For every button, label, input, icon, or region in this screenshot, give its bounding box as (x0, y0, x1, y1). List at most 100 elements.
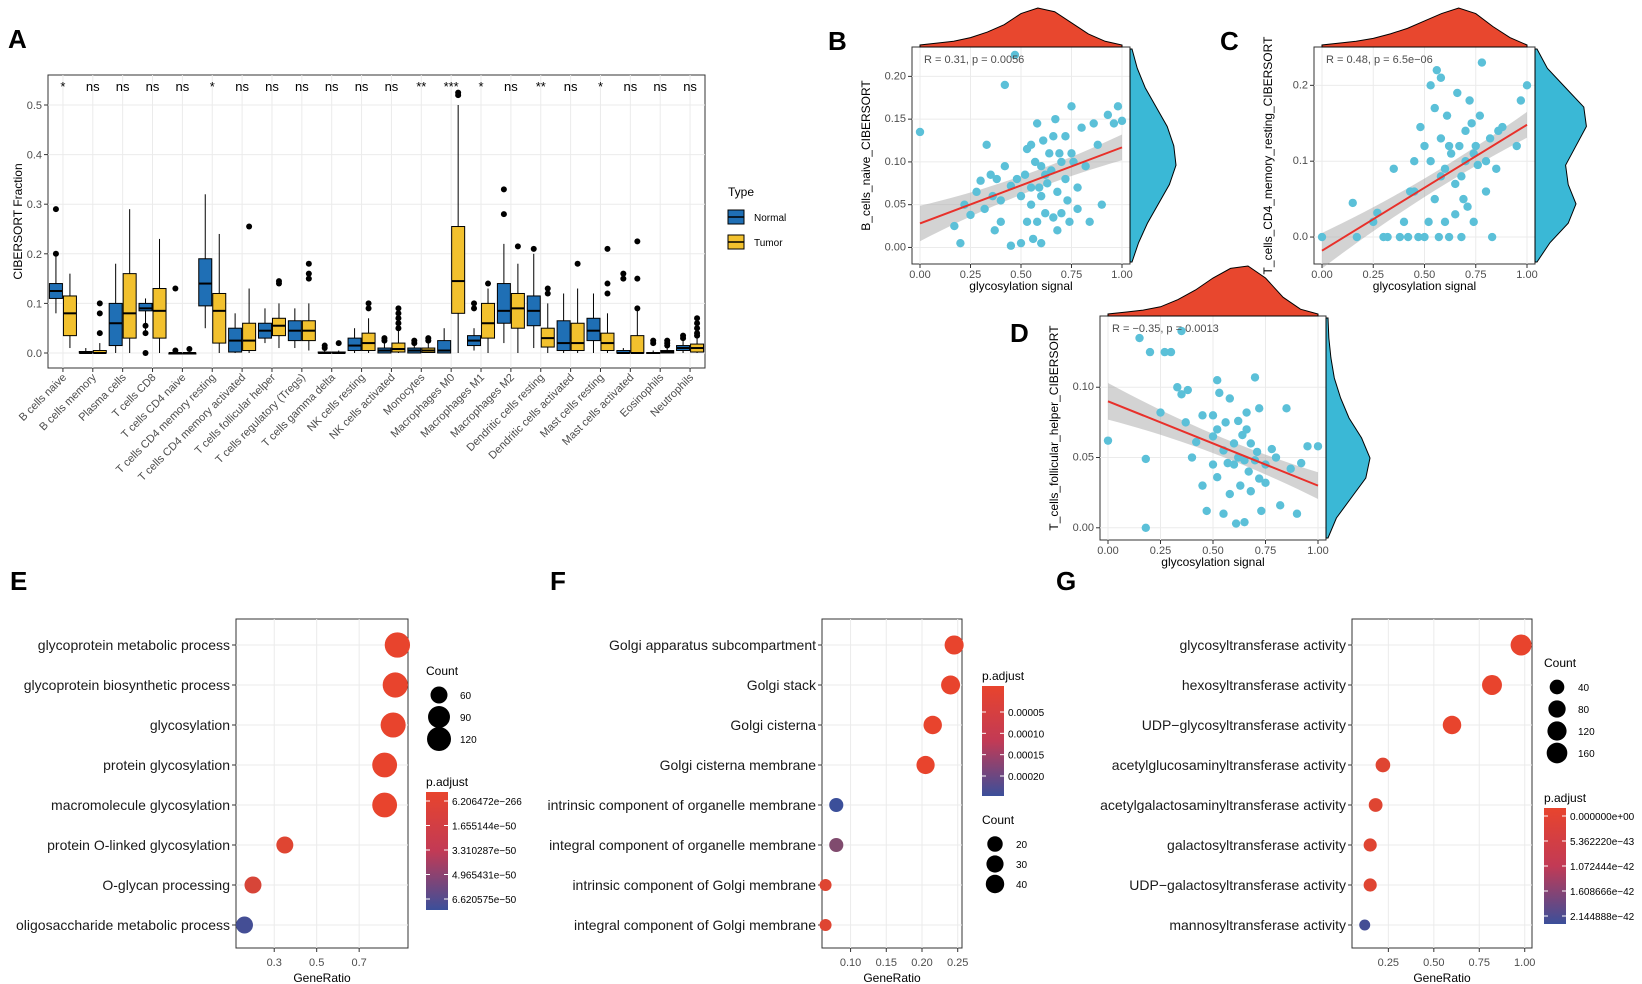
density-right (1326, 318, 1370, 538)
scatter-point (1451, 180, 1459, 188)
y-tick-label: 0.20 (885, 70, 906, 82)
box-tumor-outlier (395, 325, 401, 331)
panel-a-boxplot: 0.00.10.20.30.40.5CIBERSORT Fraction*B c… (11, 75, 786, 484)
scatter-point (1033, 119, 1041, 127)
panel-c-scatter: R = 0.48, p = 6.5e−06 0.00 0.25 0.50 0.75 1.0… (1261, 8, 1586, 293)
x-axis-title: GeneRatio (293, 971, 351, 984)
scatter-point (1077, 124, 1085, 132)
box-tumor-outlier (246, 224, 252, 230)
term-label: protein glycosylation (103, 757, 230, 773)
scatter-point (1424, 218, 1432, 226)
term-label: integral component of Golgi membrane (574, 917, 816, 933)
box-normal-outlier (143, 323, 149, 329)
scatter-point (1043, 179, 1051, 187)
box-tumor-outlier (306, 261, 312, 267)
y-tick-label: 0.2 (27, 249, 42, 261)
scatter-point (1251, 373, 1259, 381)
enrichment-dot (1364, 838, 1377, 851)
legend-count-label: 30 (1016, 860, 1028, 871)
scatter-point (1198, 481, 1206, 489)
legend-colorbar (426, 792, 448, 910)
legend-count-label: 90 (460, 713, 472, 724)
scatter-point (1396, 233, 1404, 241)
scatter-point (1219, 510, 1227, 518)
x-tick-label: 0.25 (947, 957, 968, 969)
enrichment-dot (372, 753, 397, 778)
box-tumor-outlier (485, 281, 491, 287)
legend-padj-title: p.adjust (426, 775, 469, 789)
legend-padj-label: 3.310287e−50 (452, 846, 517, 857)
box-tumor-box (153, 289, 166, 339)
scatter-point (1167, 348, 1175, 356)
scatter-point (1198, 411, 1206, 419)
y-axis-title: B_cells_naive_CIBERSORT (859, 80, 873, 231)
box-tumor-outlier (694, 333, 700, 339)
scatter-point (1420, 142, 1428, 150)
scatter-point (1482, 157, 1490, 165)
scatter-point (1073, 183, 1081, 191)
scatter-point (1203, 507, 1211, 515)
term-label: galactosyltransferase activity (1167, 837, 1346, 853)
significance-label: ns (683, 79, 697, 94)
panel-label-a: A (8, 24, 27, 54)
scatter-point (1513, 142, 1521, 150)
panel-label-g: G (1056, 566, 1076, 596)
legend-count-dot (428, 706, 450, 728)
legend-count-label: 120 (460, 735, 477, 746)
term-label: UDP−galactosyltransferase activity (1129, 877, 1346, 893)
x-tick-label: 0.00 (909, 269, 930, 281)
x-tick-label: 0.00 (1097, 545, 1118, 557)
enrichment-dot (244, 877, 261, 894)
box-normal-outlier (680, 335, 686, 341)
correlation-annotation: R = −0.35, p = 0.0013 (1112, 323, 1219, 335)
y-tick-label: 0.2 (1293, 79, 1308, 91)
scatter-point (1447, 149, 1455, 157)
significance-label: ** (416, 79, 426, 94)
scatter-point (976, 177, 984, 185)
x-tick-label: 1.00 (1514, 957, 1535, 969)
box-tumor-box (392, 343, 405, 352)
figure: A B C D E F G 0.00.10.20.30.40.5CIBERSOR… (0, 0, 1642, 984)
y-tick-label: 0.0 (1293, 231, 1308, 243)
scatter-point (1282, 404, 1290, 412)
panel-label-b: B (828, 26, 847, 56)
x-axis-title: glycosylation signal (1161, 555, 1264, 569)
scatter-point (1142, 455, 1150, 463)
scatter-point (1021, 171, 1029, 179)
scatter-point (1247, 439, 1255, 447)
scatter-point (1213, 425, 1221, 433)
scatter-point (1441, 218, 1449, 226)
scatter-point (1431, 195, 1439, 203)
x-tick-label: 0.5 (309, 957, 324, 969)
scatter-point (980, 205, 988, 213)
scatter-point (1236, 481, 1244, 489)
box-tumor-box (362, 333, 375, 350)
scatter-point (1001, 162, 1009, 170)
significance-label: ns (623, 79, 637, 94)
scatter-point (1209, 460, 1217, 468)
y-axis-title: T_cells_CD4_memory_resting_CIBERSORT (1261, 36, 1275, 275)
scatter-point (1209, 432, 1217, 440)
scatter-point (1017, 192, 1025, 200)
y-tick-label: 0.10 (1073, 381, 1094, 393)
scatter-point (982, 141, 990, 149)
significance-label: ns (385, 79, 399, 94)
y-axis-title: T_cells_follicular_helper_CIBERSORT (1047, 325, 1061, 531)
scatter-point (1242, 425, 1250, 433)
scatter-point (1029, 235, 1037, 243)
box-normal-outlier (501, 211, 507, 217)
enrichment-dot (1443, 716, 1462, 735)
significance-label: ns (355, 79, 369, 94)
scatter-point (1287, 465, 1295, 473)
box-normal-outlier (143, 350, 149, 356)
box-tumor-box (243, 323, 256, 350)
box-tumor-outlier (97, 330, 103, 336)
legend-padj-label: 2.144888e−42 (1570, 912, 1635, 923)
significance-label: ns (564, 79, 578, 94)
enrichment-dot (381, 712, 406, 737)
y-tick-label: 0.0 (27, 348, 42, 360)
significance-label: ns (295, 79, 309, 94)
term-label: O-glycan processing (102, 877, 230, 893)
scatter-point (1023, 218, 1031, 226)
significance-label: ns (265, 79, 279, 94)
